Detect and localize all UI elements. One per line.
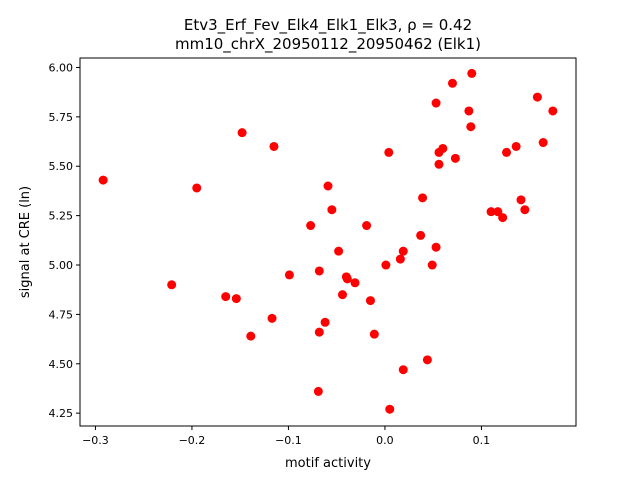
data-point (384, 147, 394, 157)
data-point (486, 207, 496, 217)
data-point (398, 246, 408, 256)
data-point (520, 205, 530, 215)
data-point (284, 270, 294, 280)
y-tick-label: 4.75 (49, 308, 74, 321)
y-tick-label: 4.25 (49, 407, 74, 420)
data-point (466, 122, 476, 132)
data-point (267, 313, 277, 323)
data-point (431, 98, 441, 108)
x-tick-label: −0.1 (275, 434, 302, 447)
data-point (314, 266, 324, 276)
data-point (314, 327, 324, 337)
data-point (342, 274, 352, 284)
chart-title-line1: Etv3_Erf_Fev_Elk4_Elk1_Elk3, ρ = 0.42 (184, 16, 472, 35)
y-tick-label: 5.75 (49, 111, 74, 124)
data-point (538, 138, 548, 148)
chart-title-line2: mm10_chrX_20950112_20950462 (Elk1) (175, 35, 481, 54)
data-point (548, 106, 558, 116)
data-point (511, 141, 521, 151)
data-point (221, 292, 231, 302)
data-point (231, 294, 241, 304)
y-axis-label: signal at CRE (ln) (18, 186, 33, 298)
x-axis-label: motif activity (285, 456, 371, 471)
y-tick-label: 6.00 (49, 61, 74, 74)
data-point (418, 193, 428, 203)
data-point (385, 404, 395, 414)
y-tick-label: 5.25 (49, 210, 74, 223)
data-point (327, 205, 337, 215)
data-point (427, 260, 437, 270)
data-point (306, 221, 316, 231)
data-point (431, 242, 441, 252)
y-tick-label: 5.50 (49, 160, 74, 173)
data-point (369, 329, 379, 339)
data-point (362, 221, 372, 231)
data-point (450, 153, 460, 163)
data-point (532, 92, 542, 102)
data-point (516, 195, 526, 205)
data-point (498, 213, 508, 223)
data-point (467, 68, 477, 78)
data-point (422, 355, 432, 365)
data-point (434, 159, 444, 169)
data-point (350, 278, 360, 288)
data-point (502, 147, 512, 157)
data-point (313, 386, 323, 396)
data-point (323, 181, 333, 191)
x-tick-label: −0.3 (82, 434, 109, 447)
data-point (365, 296, 375, 306)
x-tick-label: 0.1 (473, 434, 491, 447)
y-tick-label: 4.50 (49, 358, 74, 371)
data-point (398, 365, 408, 375)
data-point (337, 290, 347, 300)
data-point (447, 78, 457, 88)
data-point (416, 230, 426, 240)
x-tick-label: −0.2 (179, 434, 206, 447)
data-point (334, 246, 344, 256)
data-point (167, 280, 177, 290)
data-point (438, 143, 448, 153)
data-point (192, 183, 202, 193)
data-point (269, 141, 279, 151)
data-point (381, 260, 391, 270)
data-point (98, 175, 108, 185)
data-point (395, 254, 405, 264)
data-point (464, 106, 474, 116)
data-point (320, 317, 330, 327)
data-point (237, 128, 247, 138)
y-tick-label: 5.00 (49, 259, 74, 272)
x-tick-label: 0.0 (376, 434, 394, 447)
data-point (246, 331, 256, 341)
plot-frame (79, 57, 577, 427)
